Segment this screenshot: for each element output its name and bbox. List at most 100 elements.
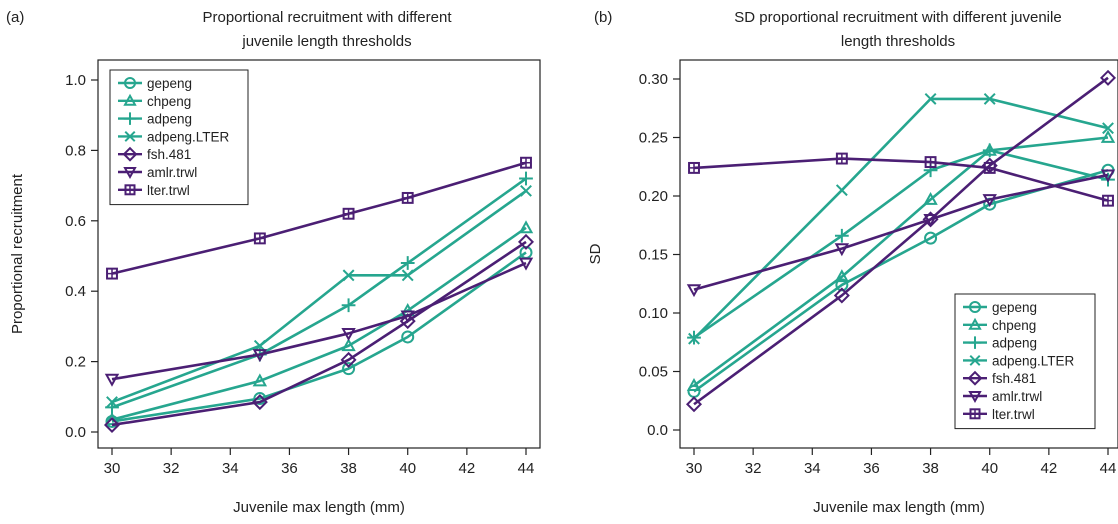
- panel-b-series-adpeng: [687, 143, 1115, 345]
- panel-a-legend-label: chpeng: [147, 94, 191, 109]
- panel-b-legend-label: fsh.481: [992, 371, 1036, 386]
- panel-b-point-fsh-481: [685, 396, 703, 413]
- panel-a-point-amlr-trwl: [104, 373, 120, 387]
- panel-a-point-chpeng: [252, 373, 268, 387]
- panel-a-ytick-label: 0.0: [65, 424, 86, 441]
- panel-b-xtick-label: 34: [804, 460, 821, 477]
- panel-b-legend-label: lter.trwl: [992, 407, 1035, 422]
- panel-b-point-lter-trwl-cross: [984, 162, 995, 173]
- panel-a-point-amlr-trwl: [400, 310, 415, 324]
- panel-b-point-fsh-481: [1099, 69, 1117, 86]
- panel-a-point-lter-trwl-cross: [402, 192, 413, 203]
- panel-b-legend-marker-gepeng: [969, 301, 981, 313]
- panel-a-point-fsh-481: [340, 351, 357, 368]
- panel-a-point-fsh-481: [251, 394, 268, 411]
- panel-b-point-adpeng-LTER: [983, 92, 996, 105]
- panel-b-xlabel: Juvenile max length (mm): [813, 499, 985, 516]
- panel-a: (a) Proportional recruitment with differe…: [6, 9, 541, 516]
- panel-a-ytick-label: 0.2: [65, 354, 86, 371]
- panel-a-xtick-label: 44: [518, 460, 535, 477]
- panel-a-series-amlr-trwl: [104, 257, 534, 387]
- panel-a-legend-marker-gepeng: [124, 77, 136, 89]
- panel-a-legend-label: gepeng: [147, 76, 192, 91]
- panel-b-xtick-label: 38: [922, 460, 939, 477]
- panel-a-point-lter-trwl-cross: [107, 268, 117, 279]
- panel-a-point-chpeng: [341, 338, 356, 352]
- panel-b-point-lter-trwl-cross: [925, 157, 936, 168]
- panel-b-legend-marker-adpeng: [968, 336, 982, 349]
- panel-a-ytick-label: 1.0: [65, 72, 86, 89]
- panel-b-legend-label: adpeng: [992, 336, 1037, 351]
- panel-b-point-adpeng-LTER: [1102, 122, 1114, 135]
- panel-b-point-fsh-481: [833, 287, 850, 304]
- panel-a-legend-label: fsh.481: [147, 147, 191, 162]
- panel-b-xtick-label: 36: [863, 460, 880, 477]
- panel-a-xlabel: Juvenile max length (mm): [233, 499, 405, 516]
- panel-a-line-gepeng: [111, 251, 527, 423]
- panel-a-point-adpeng-LTER: [106, 396, 118, 409]
- panel-a-ytick-label: 0.8: [65, 142, 86, 159]
- panel-b-ylabel: SD: [587, 243, 604, 264]
- panel-b-xtick-label: 42: [1041, 460, 1058, 477]
- panel-b-point-lter-trwl-cross: [1103, 195, 1113, 206]
- panel-b-point-adpeng-LTER: [835, 184, 848, 197]
- panel-b-point-adpeng-LTER: [924, 92, 937, 105]
- panel-b-point-lter-trwl-cross: [689, 162, 699, 173]
- panel-b-point-adpeng: [982, 143, 997, 158]
- panel-b-point-chpeng: [834, 269, 850, 283]
- panel-b-point-amlr-trwl: [834, 243, 850, 257]
- panel-b-title-line-2: length thresholds: [841, 33, 955, 50]
- panel-b-ytick-label: 0.30: [639, 71, 668, 88]
- panel-a-legend-marker-lter-trwl-cross: [125, 185, 135, 195]
- panel-b-point-lter-trwl-cross: [836, 153, 847, 164]
- panel-b-ytick-label: 0.10: [639, 305, 668, 322]
- panel-a-series-fsh-481: [103, 233, 535, 433]
- panel-b-point-amlr-trwl: [923, 214, 938, 227]
- panel-a-title-line-2: juvenile length thresholds: [241, 33, 411, 50]
- panel-a-point-adpeng: [341, 298, 356, 313]
- panel-a-point-amlr-trwl: [518, 257, 534, 271]
- panel-a-point-fsh-481: [399, 313, 416, 330]
- panel-a-label: (a): [6, 9, 24, 26]
- panel-b-line-gepeng: [693, 169, 1109, 393]
- panel-b-line-amlr-trwl: [693, 173, 1109, 291]
- panel-a-xtick-label: 32: [163, 460, 180, 477]
- panel-a-xtick-label: 40: [399, 460, 416, 477]
- panel-b-xtick-label: 32: [745, 460, 762, 477]
- panel-a-xtick-label: 30: [104, 460, 121, 477]
- panel-b-line-chpeng: [693, 136, 1109, 387]
- panel-a-legend: gepeng chpeng adpeng adpeng.LTER fsh.481 amlr…: [109, 69, 249, 206]
- panel-a-point-amlr-trwl: [252, 349, 268, 363]
- panel-b-point-amlr-trwl: [686, 284, 702, 298]
- panel-a-point-amlr-trwl: [341, 328, 356, 341]
- panel-b-ytick-label: 0.05: [639, 364, 668, 381]
- panel-a-ytick-label: 0.4: [65, 283, 86, 300]
- panel-a-series-lter-trwl: [106, 156, 532, 280]
- panel-b-legend-label: amlr.trwl: [992, 389, 1042, 404]
- panel-b-point-amlr-trwl: [982, 194, 997, 208]
- panel-a-legend-label: adpeng: [147, 112, 192, 127]
- panel-b-ytick-label: 0.15: [639, 247, 668, 264]
- panel-b-title-line-1: SD proportional recruitment with differe…: [734, 9, 1061, 26]
- panel-a-point-lter-trwl-cross: [521, 157, 531, 168]
- panel-b: (b) SD proportional recruitment with diff…: [587, 9, 1118, 516]
- panel-b-series-lter-trwl: [688, 152, 1114, 207]
- panel-b-legend: gepeng chpeng adpeng adpeng.LTER fsh.481 amlr…: [954, 293, 1096, 430]
- panel-b-label: (b): [594, 9, 612, 26]
- panel-b-legend-marker-fsh-481: [967, 370, 983, 386]
- panel-b-ytick-label: 0.25: [639, 130, 668, 147]
- panel-b-legend-marker-chpeng: [968, 317, 982, 330]
- panel-a-point-fsh-481: [103, 416, 121, 433]
- panel-a-xtick-label: 36: [281, 460, 298, 477]
- panel-b-legend-label: gepeng: [992, 300, 1037, 315]
- panel-a-plot-frame: [97, 59, 541, 449]
- panel-b-point-adpeng: [834, 228, 849, 243]
- panel-a-point-adpeng-LTER: [342, 269, 355, 282]
- panel-a-legend-marker-fsh-481: [122, 146, 138, 162]
- panel-b-legend-label: adpeng.LTER: [992, 353, 1075, 368]
- panel-a-line-fsh-481: [111, 240, 527, 427]
- panel-a-legend-label: adpeng.LTER: [147, 129, 230, 144]
- panel-a-xtick-label: 34: [222, 460, 239, 477]
- panel-a-legend-marker-adpeng: [123, 112, 137, 125]
